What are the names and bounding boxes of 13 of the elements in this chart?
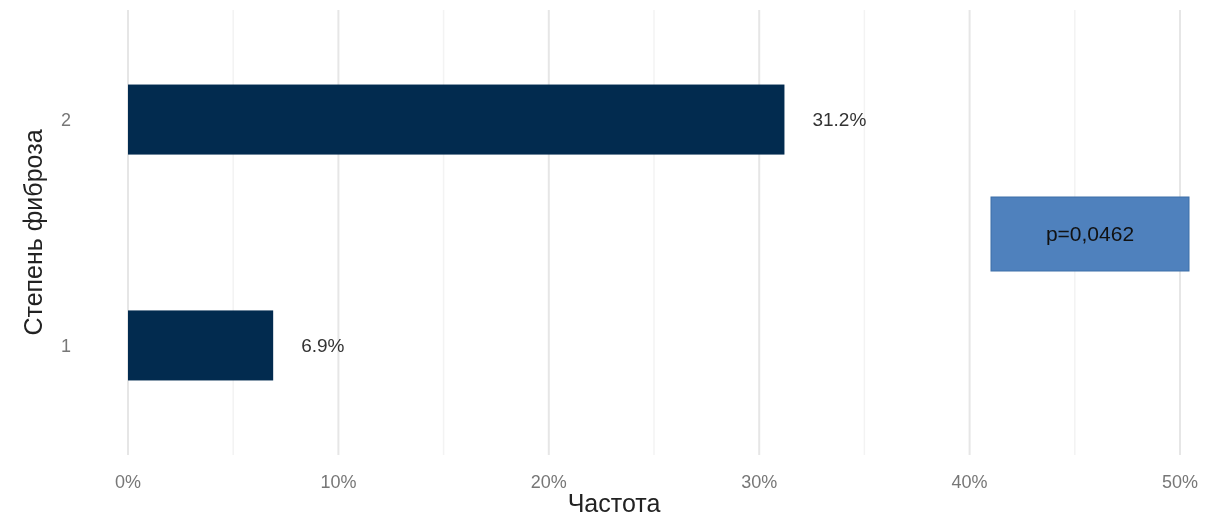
x-tick-label: 40% — [951, 472, 988, 492]
x-axis-title: Частота — [567, 489, 661, 517]
data-label: 6.9% — [301, 335, 345, 357]
data-label: 31.2% — [812, 109, 867, 131]
y-tick-label: 2 — [60, 109, 72, 130]
x-tick-label: 10% — [320, 472, 357, 492]
y-axis-title: Степень фиброза — [19, 129, 47, 336]
x-tick-label: 0% — [114, 472, 142, 492]
annotation: p=0,0462 — [1045, 222, 1135, 246]
x-tick-label: 20% — [530, 472, 567, 492]
x-tick-label: 50% — [1161, 472, 1199, 492]
y-tick-label: 1 — [60, 335, 72, 356]
x-tick-label: 30% — [741, 472, 778, 492]
